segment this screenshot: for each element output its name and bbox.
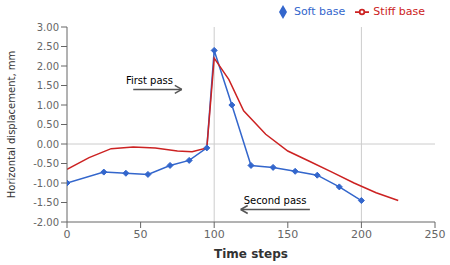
html-text:Stiff base: Stiff base [373, 5, 425, 18]
svg-text:50: 50 [134, 228, 148, 241]
svg-text:-2.00: -2.00 [33, 217, 59, 228]
svg-text:200: 200 [351, 228, 372, 241]
svg-text:2.00: 2.00 [37, 61, 59, 72]
svg-text:1.50: 1.50 [37, 80, 59, 91]
svg-text:250: 250 [425, 228, 443, 241]
svg-text:Horizontal displacement, mm: Horizontal displacement, mm [8, 51, 17, 198]
svg-text:0.00: 0.00 [37, 139, 59, 150]
svg-text:100: 100 [204, 228, 225, 241]
svg-text:-1.50: -1.50 [33, 197, 59, 208]
svg-text:-0.50: -0.50 [33, 158, 59, 169]
svg-text:Second pass: Second pass [244, 195, 307, 206]
svg-text:0: 0 [64, 228, 71, 241]
html-text:Soft base: Soft base [293, 5, 346, 18]
svg-text:3.00: 3.00 [37, 22, 59, 33]
svg-text:2.50: 2.50 [37, 41, 59, 52]
svg-text:0.50: 0.50 [37, 119, 59, 130]
svg-text:First pass: First pass [126, 75, 173, 86]
svg-text:1.00: 1.00 [37, 100, 59, 111]
svg-text:Time steps: Time steps [214, 247, 288, 261]
svg-text:150: 150 [277, 228, 298, 241]
svg-text:-1.00: -1.00 [33, 178, 59, 189]
